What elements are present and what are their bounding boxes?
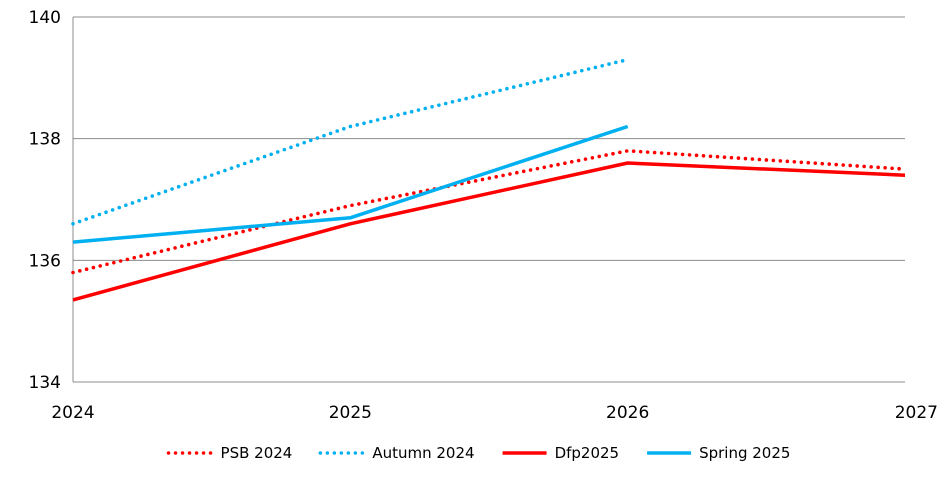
axes bbox=[72, 17, 905, 383]
legend-item-autumn-2024: Autumn 2024 bbox=[318, 444, 475, 462]
y-tick-label: 138 bbox=[29, 130, 61, 150]
x-tick-label: 2025 bbox=[329, 403, 372, 423]
series-line-psb-2024 bbox=[71, 149, 907, 275]
gridlines bbox=[73, 16, 905, 383]
legend-label: Dfp2025 bbox=[555, 444, 620, 462]
series-line-spring-2025 bbox=[72, 124, 629, 244]
y-tick-label: 134 bbox=[29, 373, 61, 393]
legend-item-dfp2025: Dfp2025 bbox=[502, 444, 620, 462]
x-tick-label: 2027 bbox=[895, 403, 938, 423]
x-tick-label: 2024 bbox=[51, 403, 94, 423]
series-lines bbox=[71, 57, 907, 302]
x-tick-label: 2026 bbox=[606, 403, 649, 423]
legend: PSB 2024 Autumn 2024 Dfp2025 Spring 2025 bbox=[166, 444, 790, 462]
legend-label: Autumn 2024 bbox=[372, 444, 474, 462]
legend-label: Spring 2025 bbox=[699, 444, 790, 462]
y-tick-label: 140 bbox=[29, 8, 61, 28]
y-tick-label: 136 bbox=[29, 251, 61, 271]
x-axis-tick-labels: 2024 2025 2026 2027 bbox=[51, 403, 938, 423]
legend-item-psb-2024: PSB 2024 bbox=[166, 444, 293, 462]
y-axis-tick-labels: 134 136 138 140 bbox=[29, 8, 61, 393]
legend-item-spring-2025: Spring 2025 bbox=[647, 444, 790, 462]
series-line-dfp2025 bbox=[72, 161, 906, 302]
series-line-autumn-2024 bbox=[71, 57, 630, 226]
legend-label: PSB 2024 bbox=[221, 444, 293, 462]
